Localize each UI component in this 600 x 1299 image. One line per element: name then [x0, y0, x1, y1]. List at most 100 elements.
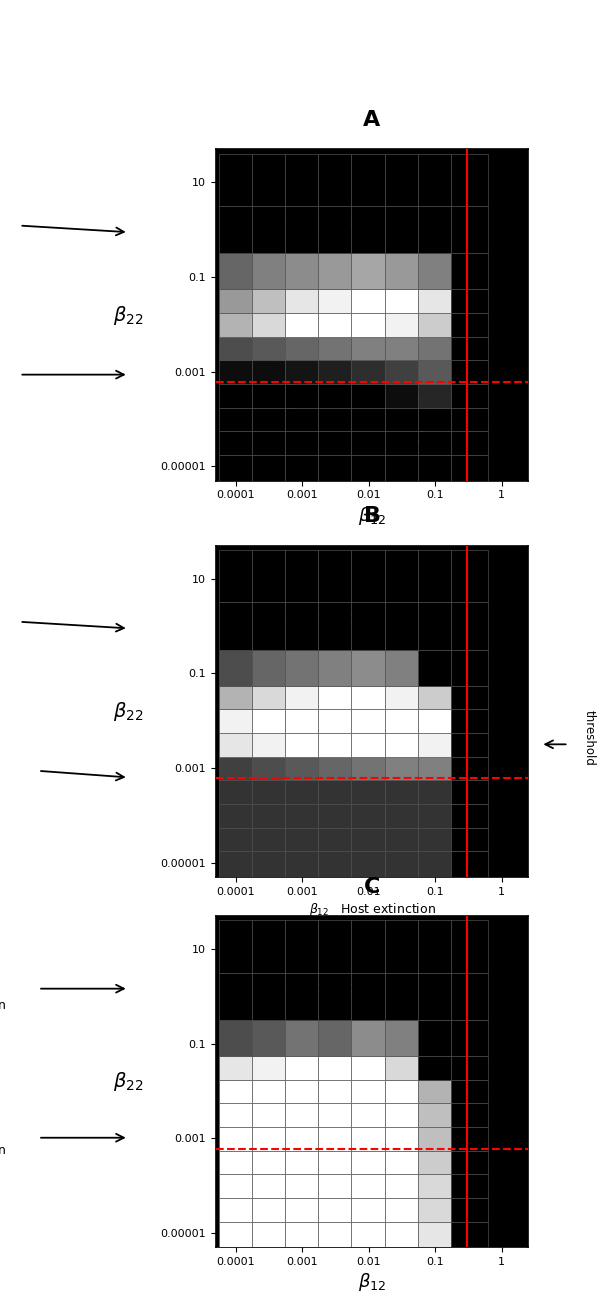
Bar: [385, 1151, 418, 1174]
Bar: [318, 1174, 352, 1198]
Bar: [285, 408, 318, 431]
Bar: [219, 360, 252, 385]
Bar: [318, 1103, 352, 1126]
Bar: [418, 733, 451, 756]
Bar: [418, 686, 451, 709]
Bar: [352, 290, 385, 313]
Bar: [451, 455, 488, 481]
Bar: [318, 207, 352, 253]
Bar: [385, 290, 418, 313]
Bar: [285, 551, 318, 603]
Bar: [385, 155, 418, 207]
Bar: [285, 1079, 318, 1103]
Bar: [219, 1126, 252, 1151]
Bar: [285, 385, 318, 408]
Bar: [318, 827, 352, 851]
Bar: [219, 851, 252, 877]
Bar: [252, 781, 285, 804]
Bar: [318, 1020, 352, 1056]
Bar: [318, 1221, 352, 1247]
Bar: [252, 709, 285, 733]
Bar: [318, 336, 352, 360]
Bar: [285, 360, 318, 385]
Bar: [385, 733, 418, 756]
Bar: [318, 313, 352, 336]
Bar: [252, 686, 285, 709]
Bar: [318, 781, 352, 804]
Bar: [451, 1126, 488, 1151]
Bar: [385, 1174, 418, 1198]
Bar: [318, 290, 352, 313]
Bar: [352, 385, 385, 408]
Bar: [252, 804, 285, 827]
Bar: [252, 1221, 285, 1247]
Bar: [219, 827, 252, 851]
Bar: [285, 455, 318, 481]
Bar: [219, 207, 252, 253]
Bar: [252, 253, 285, 290]
Bar: [219, 408, 252, 431]
Bar: [385, 336, 418, 360]
Bar: [418, 207, 451, 253]
X-axis label: $\beta_{12}$: $\beta_{12}$: [358, 504, 386, 526]
Bar: [418, 1103, 451, 1126]
Bar: [385, 827, 418, 851]
Bar: [252, 1198, 285, 1221]
Bar: [385, 253, 418, 290]
Bar: [418, 408, 451, 431]
Bar: [285, 921, 318, 973]
X-axis label: $\beta_{12}$: $\beta_{12}$: [358, 1270, 386, 1293]
Bar: [318, 650, 352, 686]
Bar: [451, 155, 488, 207]
Bar: [285, 155, 318, 207]
Bar: [352, 1126, 385, 1151]
Bar: [318, 385, 352, 408]
Bar: [219, 290, 252, 313]
Bar: [418, 1221, 451, 1247]
Bar: [385, 1103, 418, 1126]
Bar: [352, 455, 385, 481]
Bar: [451, 686, 488, 709]
Bar: [318, 1079, 352, 1103]
Bar: [352, 313, 385, 336]
Bar: [219, 1103, 252, 1126]
Bar: [252, 360, 285, 385]
Bar: [385, 408, 418, 431]
Bar: [252, 1103, 285, 1126]
Bar: [418, 1174, 451, 1198]
Bar: [418, 804, 451, 827]
Bar: [418, 1151, 451, 1174]
Bar: [252, 1126, 285, 1151]
Bar: [418, 155, 451, 207]
Bar: [451, 313, 488, 336]
Bar: [385, 686, 418, 709]
Bar: [285, 253, 318, 290]
Bar: [418, 455, 451, 481]
Bar: [285, 1103, 318, 1126]
Bar: [318, 1126, 352, 1151]
Bar: [219, 155, 252, 207]
Bar: [285, 313, 318, 336]
Bar: [418, 973, 451, 1020]
Bar: [385, 1020, 418, 1056]
Bar: [318, 686, 352, 709]
Bar: [318, 851, 352, 877]
Bar: [385, 973, 418, 1020]
Bar: [318, 603, 352, 650]
Bar: [352, 973, 385, 1020]
Bar: [352, 781, 385, 804]
Bar: [418, 827, 451, 851]
Bar: [285, 1056, 318, 1079]
Bar: [318, 709, 352, 733]
Bar: [451, 973, 488, 1020]
Bar: [418, 781, 451, 804]
Bar: [451, 1103, 488, 1126]
Bar: [451, 253, 488, 290]
Bar: [385, 207, 418, 253]
Bar: [385, 709, 418, 733]
Bar: [318, 1198, 352, 1221]
Bar: [451, 290, 488, 313]
Bar: [352, 155, 385, 207]
Bar: [252, 1151, 285, 1174]
Bar: [352, 1079, 385, 1103]
